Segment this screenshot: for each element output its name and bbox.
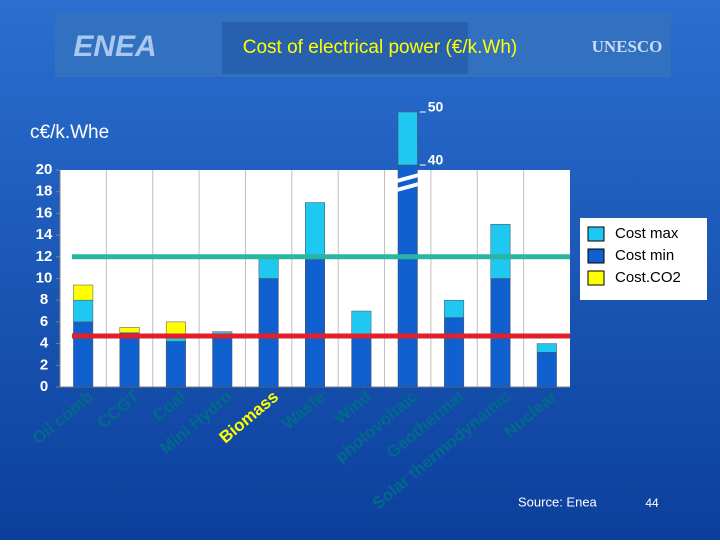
chart-title: Cost of electrical power (€/k.Wh) — [243, 37, 518, 58]
y-tick-label: 20 — [36, 161, 53, 178]
bar-segment — [536, 352, 557, 388]
bar-segment — [444, 317, 465, 388]
bar-segment — [444, 299, 465, 318]
legend-swatch — [587, 248, 605, 264]
axis-break — [396, 182, 420, 192]
legend-label: Cost min — [615, 247, 674, 264]
page-number: 44 — [645, 496, 659, 510]
bar-segment — [165, 341, 186, 388]
bar-segment — [490, 278, 511, 388]
y-break-tick-label: 50 — [428, 99, 444, 115]
bar-segment — [73, 299, 94, 323]
y-tick-label: 8 — [40, 291, 48, 308]
y-axis-label: c€/k.Whe — [30, 122, 109, 143]
bar-segment — [397, 111, 418, 166]
legend-swatch — [587, 270, 605, 286]
source: Source: Enea — [518, 494, 598, 509]
y-tick-label: 6 — [40, 313, 48, 330]
y-tick-label: 14 — [36, 226, 53, 243]
bar-segment — [397, 164, 418, 388]
logo-left: ENEA — [73, 30, 156, 63]
title-box — [222, 22, 468, 74]
y-tick-label: 2 — [40, 356, 48, 373]
bar-segment — [119, 327, 140, 334]
y-break-tick-label: 40 — [428, 152, 444, 168]
logo-right: UNESCO — [592, 37, 663, 56]
bar-segment — [490, 224, 511, 279]
bar-segment — [165, 337, 186, 342]
bar-segment — [73, 321, 94, 388]
y-tick-label: 4 — [40, 335, 49, 352]
bar-segment — [351, 337, 372, 388]
legend-swatch — [587, 226, 605, 242]
bar-segment — [258, 278, 279, 388]
bar-segment — [305, 256, 325, 388]
y-tick-label: 18 — [36, 183, 53, 200]
bar-segment — [258, 256, 279, 279]
y-tick-label: 10 — [36, 269, 53, 286]
bar-segment — [305, 202, 325, 258]
bar-segment — [212, 337, 233, 388]
legend-label: Cost max — [615, 225, 679, 242]
legend-label: Cost.CO2 — [615, 269, 681, 286]
y-tick-label: 12 — [36, 248, 53, 265]
bar-segment — [73, 284, 94, 301]
axis-break — [396, 173, 420, 183]
bar-segment — [536, 343, 557, 353]
y-tick-label: 16 — [36, 204, 53, 221]
y-tick-label: 0 — [40, 378, 48, 395]
bar-segment — [119, 332, 140, 388]
